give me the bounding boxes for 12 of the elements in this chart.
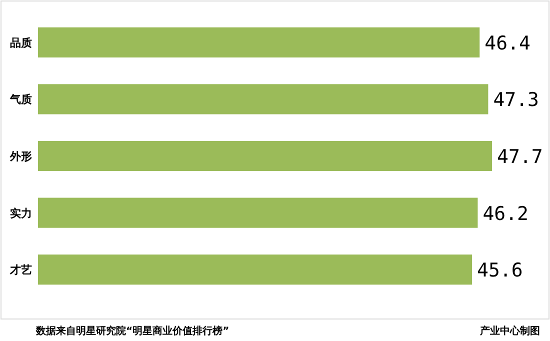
text: 数据来自明星研究院“明星商业价值排行榜”	[35, 325, 230, 337]
y-tick-label: 外形	[9, 150, 32, 163]
data-label: 45.6	[477, 260, 523, 282]
data-label: 47.7	[497, 146, 543, 168]
y-tick-label: 才艺	[9, 264, 32, 277]
y-tick-label: 气质	[9, 93, 32, 106]
data-label: 46.4	[484, 32, 530, 54]
y-tick-label: 品质	[10, 36, 32, 50]
text: 产业中心制图	[479, 325, 540, 337]
data-label: 46.2	[482, 202, 528, 225]
data-label: 47.3	[493, 89, 539, 112]
y-tick-label: 实力	[10, 206, 32, 220]
